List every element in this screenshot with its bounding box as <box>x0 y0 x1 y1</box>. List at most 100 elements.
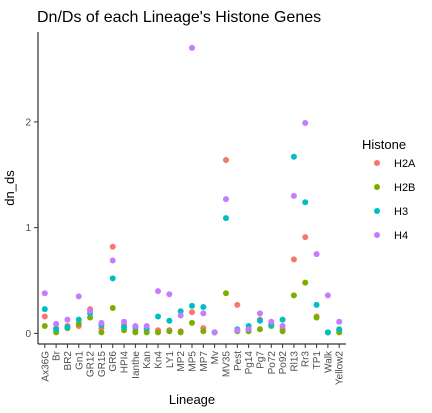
data-point <box>41 323 48 330</box>
data-point <box>336 326 343 333</box>
data-point <box>245 326 252 333</box>
data-point <box>155 329 162 336</box>
data-point <box>313 251 320 258</box>
data-point <box>121 324 128 331</box>
x-tick-label: GR6 <box>108 351 119 372</box>
data-point <box>75 320 82 327</box>
data-point <box>290 256 297 263</box>
chart-title: Dn/Ds of each Lineage's Histone Genes <box>37 9 321 26</box>
data-point <box>143 323 150 330</box>
x-tick-label: Kn4 <box>154 351 165 369</box>
y-ticks: 0 1 2 <box>25 117 38 340</box>
data-point <box>313 314 320 321</box>
data-point <box>98 319 105 326</box>
data-point <box>290 292 297 299</box>
data-point <box>53 320 60 327</box>
legend-label: H3 <box>394 206 408 218</box>
x-tick-label: Kan <box>142 351 153 369</box>
data-point <box>302 119 309 126</box>
x-ticks: Ax36G Br BR2 Gn1 GR12 GR15 GR6 HPI4 Ianthe Kan Kn4… <box>40 344 346 386</box>
data-point <box>211 329 218 336</box>
data-point <box>53 326 60 333</box>
data-point <box>87 314 94 321</box>
data-point <box>290 153 297 160</box>
data-point <box>302 234 309 241</box>
x-tick-label: MV35 <box>221 351 232 378</box>
legend-key <box>374 208 380 214</box>
data-point <box>75 316 82 323</box>
x-tick-label: Pg7 <box>255 351 266 369</box>
data-point <box>189 302 195 309</box>
data-point <box>189 319 195 326</box>
data-point <box>64 316 71 323</box>
x-tick-label: MP5 <box>188 351 199 372</box>
x-tick-label: Pest <box>233 351 244 371</box>
data-point <box>200 310 207 317</box>
data-point <box>279 323 286 330</box>
data-point <box>222 290 229 297</box>
data-point <box>75 293 82 300</box>
legend-label: H2B <box>394 182 415 194</box>
data-point <box>121 318 128 325</box>
data-point <box>222 196 229 203</box>
legend: Histone H2A H2B H3 H4 <box>362 137 416 242</box>
data-point <box>290 192 297 199</box>
y-tick-label: 1 <box>25 223 31 234</box>
data-point <box>200 303 207 310</box>
data-point <box>177 308 184 315</box>
data-point <box>166 317 173 324</box>
legend-key <box>374 160 380 166</box>
data-point <box>155 313 162 320</box>
data-point <box>109 305 116 312</box>
x-tick-label: BR2 <box>63 351 74 371</box>
x-tick-label: Walk <box>323 350 334 373</box>
x-tick-label: GR12 <box>86 351 97 378</box>
data-point <box>324 292 331 299</box>
data-point <box>313 301 320 308</box>
data-point <box>177 329 184 336</box>
data-points <box>41 44 343 336</box>
x-tick-label: Po72 <box>267 351 278 375</box>
data-point <box>302 279 309 286</box>
x-tick-label: Br <box>52 350 63 361</box>
data-point <box>87 308 94 315</box>
x-tick-label: Po92 <box>278 351 289 375</box>
data-point <box>234 327 241 334</box>
data-point <box>189 309 195 316</box>
x-axis-title: Lineage <box>169 392 215 407</box>
data-point <box>132 329 139 336</box>
data-point <box>336 318 343 325</box>
data-point <box>256 317 263 324</box>
data-point <box>143 329 150 336</box>
x-tick-label: LY1 <box>165 351 176 368</box>
x-tick-label: Yellow2 <box>335 351 346 386</box>
data-point <box>155 288 162 295</box>
data-point <box>132 323 139 330</box>
data-point <box>166 328 173 335</box>
x-tick-label: Rr3 <box>301 351 312 368</box>
data-point <box>41 290 48 297</box>
data-point <box>279 316 286 323</box>
x-tick-label: GR15 <box>97 351 108 378</box>
x-tick-label: Pg14 <box>244 351 255 375</box>
x-tick-label: Mv <box>210 351 221 364</box>
legend-label: H2A <box>394 158 416 170</box>
data-point <box>64 324 71 331</box>
data-point <box>177 312 184 319</box>
axes <box>37 32 346 345</box>
data-point <box>302 199 309 206</box>
data-point <box>98 329 105 336</box>
data-point <box>256 310 263 317</box>
data-point <box>109 275 116 282</box>
x-tick-label: Rl13 <box>289 351 300 372</box>
x-tick-label: MP2 <box>176 351 187 372</box>
data-point <box>109 243 116 250</box>
data-point <box>268 318 275 325</box>
y-tick-label: 2 <box>25 117 31 128</box>
data-point <box>109 257 116 264</box>
x-tick-label: TP1 <box>312 351 323 370</box>
x-tick-label: Gn1 <box>74 351 85 370</box>
x-tick-label: HPI4 <box>120 351 131 374</box>
